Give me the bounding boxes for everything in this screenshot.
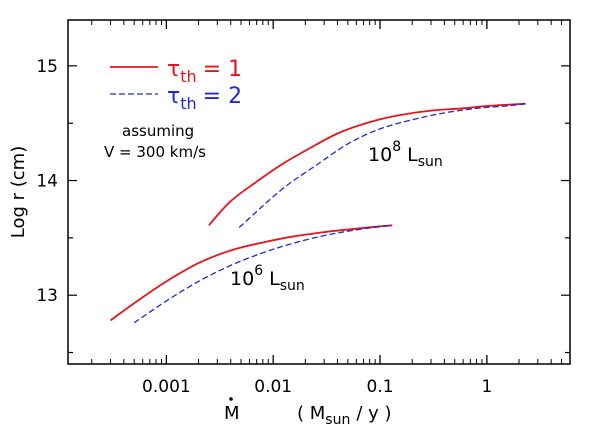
x-axis-title: M ( Msun / y ) xyxy=(224,397,392,428)
x-axis-symbol: M xyxy=(224,403,240,424)
luminosity-label-low: 106 Lsun xyxy=(230,263,305,294)
series-line-1 xyxy=(238,103,526,228)
series-group xyxy=(109,102,526,324)
x-tick-label-3: 1 xyxy=(481,377,492,397)
x-tick-label-0: 0.001 xyxy=(142,377,191,397)
y-tick-label-2: 15 xyxy=(36,57,58,77)
x-tick-label-1: 0.01 xyxy=(254,377,292,397)
assumption-line-1: assuming xyxy=(122,122,194,140)
x-axis-symbol-dot xyxy=(229,397,233,401)
series-line-2 xyxy=(109,224,393,322)
x-axis-unit: ( Msun / y ) xyxy=(297,403,392,428)
plot-frame xyxy=(67,19,571,365)
series-line-0 xyxy=(208,102,526,226)
y-tick-label-1: 14 xyxy=(36,172,58,192)
legend: τth = 1 τth = 2 xyxy=(110,57,242,113)
y-tick-label-0: 13 xyxy=(36,286,58,306)
y-axis-title: Log r (cm) xyxy=(8,146,29,238)
axis-ticks: 0.001 0.01 0.1 1 13 14 15 xyxy=(36,20,570,397)
legend-label-tau1: τth = 1 xyxy=(167,57,242,86)
assumption-line-2: V = 300 km/s xyxy=(104,143,206,161)
legend-label-tau2: τth = 2 xyxy=(167,84,242,113)
luminosity-label-high: 108 Lsun xyxy=(368,139,443,170)
x-tick-label-2: 0.1 xyxy=(367,377,394,397)
series-line-3 xyxy=(133,224,393,324)
